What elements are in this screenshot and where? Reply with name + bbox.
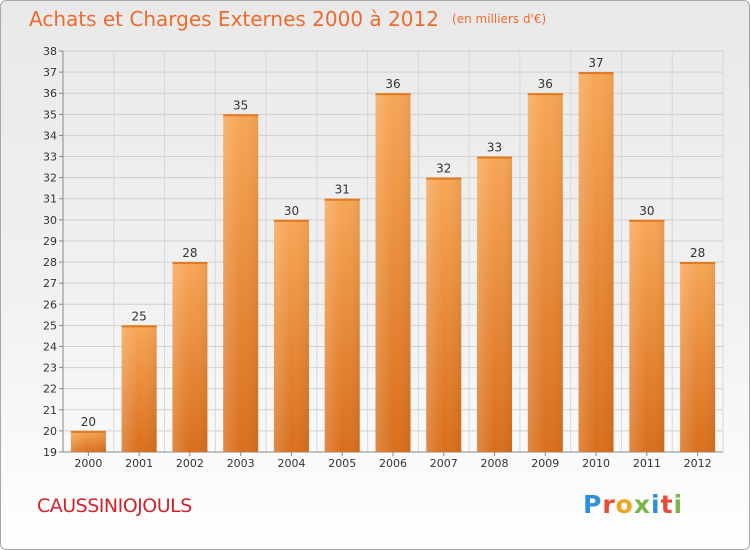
bar-shading [70,430,106,452]
value-label: 37 [588,56,603,70]
x-tick-labels: 2000 2001 2002 2003 2004 2005 2006 2007 2008 2009… [74,457,711,470]
value-label: 25 [132,309,147,323]
bar-top-edge [527,93,563,96]
bar-top-edge [680,262,716,265]
y-tick-label: 34 [43,129,57,142]
bars [70,72,716,453]
bar-top-edge [70,430,106,433]
logo-letter: r [602,490,616,519]
y-tick-label: 19 [43,446,57,459]
y-tick-label: 36 [43,87,57,100]
y-tick-label: 21 [43,404,57,417]
x-tick-label: 2008 [481,457,509,470]
value-label: 35 [233,98,248,112]
value-label: 28 [690,246,705,260]
bar-shading [680,262,716,452]
y-tick-label: 26 [43,298,57,311]
bar-shading [273,219,309,452]
y-tick-label: 24 [43,340,57,353]
logo-letter: t [660,490,674,519]
x-tick-label: 2007 [430,457,458,470]
bar-top-edge [172,262,208,265]
value-label: 32 [436,162,451,176]
chart-unit: (en milliers d'€) [452,12,547,26]
y-tick-label: 29 [43,235,57,248]
x-tick-label: 2012 [684,457,712,470]
bar-top-edge [578,72,614,75]
bar-top-edge [629,219,665,222]
commune-name: CAUSSINIOJOULS [37,495,192,517]
value-label: 36 [385,77,400,91]
bar-top-edge [121,325,157,328]
x-tick-label: 2004 [277,457,305,470]
logo-letter: i [673,490,684,519]
y-tick-label: 25 [43,319,57,332]
value-label: 31 [335,183,350,197]
value-label: 36 [538,77,553,91]
y-tick-labels: 19 20 21 22 23 24 25 26 27 28 29 30 31 32 33 34 35 36 37 38 [43,45,57,459]
y-tick-label: 23 [43,362,57,375]
bar-top-edge [477,156,513,159]
x-tick-label: 2006 [379,457,407,470]
value-label: 28 [182,246,197,260]
bar-top-edge [426,177,462,180]
logo-letter: o [615,490,634,519]
chart-title: Achats et Charges Externes 2000 à 2012 [29,7,439,31]
logo-letter: x [633,490,651,519]
value-label: 33 [487,141,502,155]
logo-letter: i [651,490,661,519]
logo-letter: P [583,490,603,519]
bar-shading [223,114,259,452]
y-tick-label: 35 [43,108,57,121]
bar-top-edge [324,198,360,201]
value-labels: 20 25 28 35 30 31 36 32 33 36 37 30 28 [81,56,706,429]
bar-shading [578,72,614,453]
bar-shading [527,93,563,453]
bar-shading [477,156,513,453]
value-label: 30 [284,204,299,218]
x-tick-label: 2000 [74,457,102,470]
y-tick-label: 37 [43,66,57,79]
bar-top-edge [273,219,309,222]
y-tick-label: 31 [43,193,57,206]
value-label: 20 [81,415,96,429]
x-tick-label: 2005 [328,457,356,470]
y-tick-label: 28 [43,256,57,269]
x-tick-label: 2003 [227,457,255,470]
y-tick-label: 27 [43,277,57,290]
y-tick-label: 20 [43,425,57,438]
bar-top-edge [375,93,411,96]
bar-shading [426,177,462,452]
y-tick-label: 22 [43,383,57,396]
bar-top-edge [223,114,259,117]
y-tick-label: 33 [43,151,57,164]
bar-shading [121,325,157,452]
bar-shading [324,198,360,452]
bar-shading [629,219,665,452]
chart-title-block: Achats et Charges Externes 2000 à 2012 (… [29,7,546,31]
y-tick-label: 38 [43,45,57,58]
x-tick-label: 2001 [125,457,153,470]
x-tick-label: 2002 [176,457,204,470]
bar-shading [375,93,411,453]
x-tick-label: 2010 [582,457,610,470]
y-tick-label: 30 [43,214,57,227]
bar-shading [172,262,208,452]
x-tick-label: 2011 [633,457,661,470]
y-tick-label: 32 [43,172,57,185]
value-label: 30 [639,204,654,218]
proxiti-logo: Proxiti [583,490,683,519]
x-tick-label: 2009 [531,457,559,470]
